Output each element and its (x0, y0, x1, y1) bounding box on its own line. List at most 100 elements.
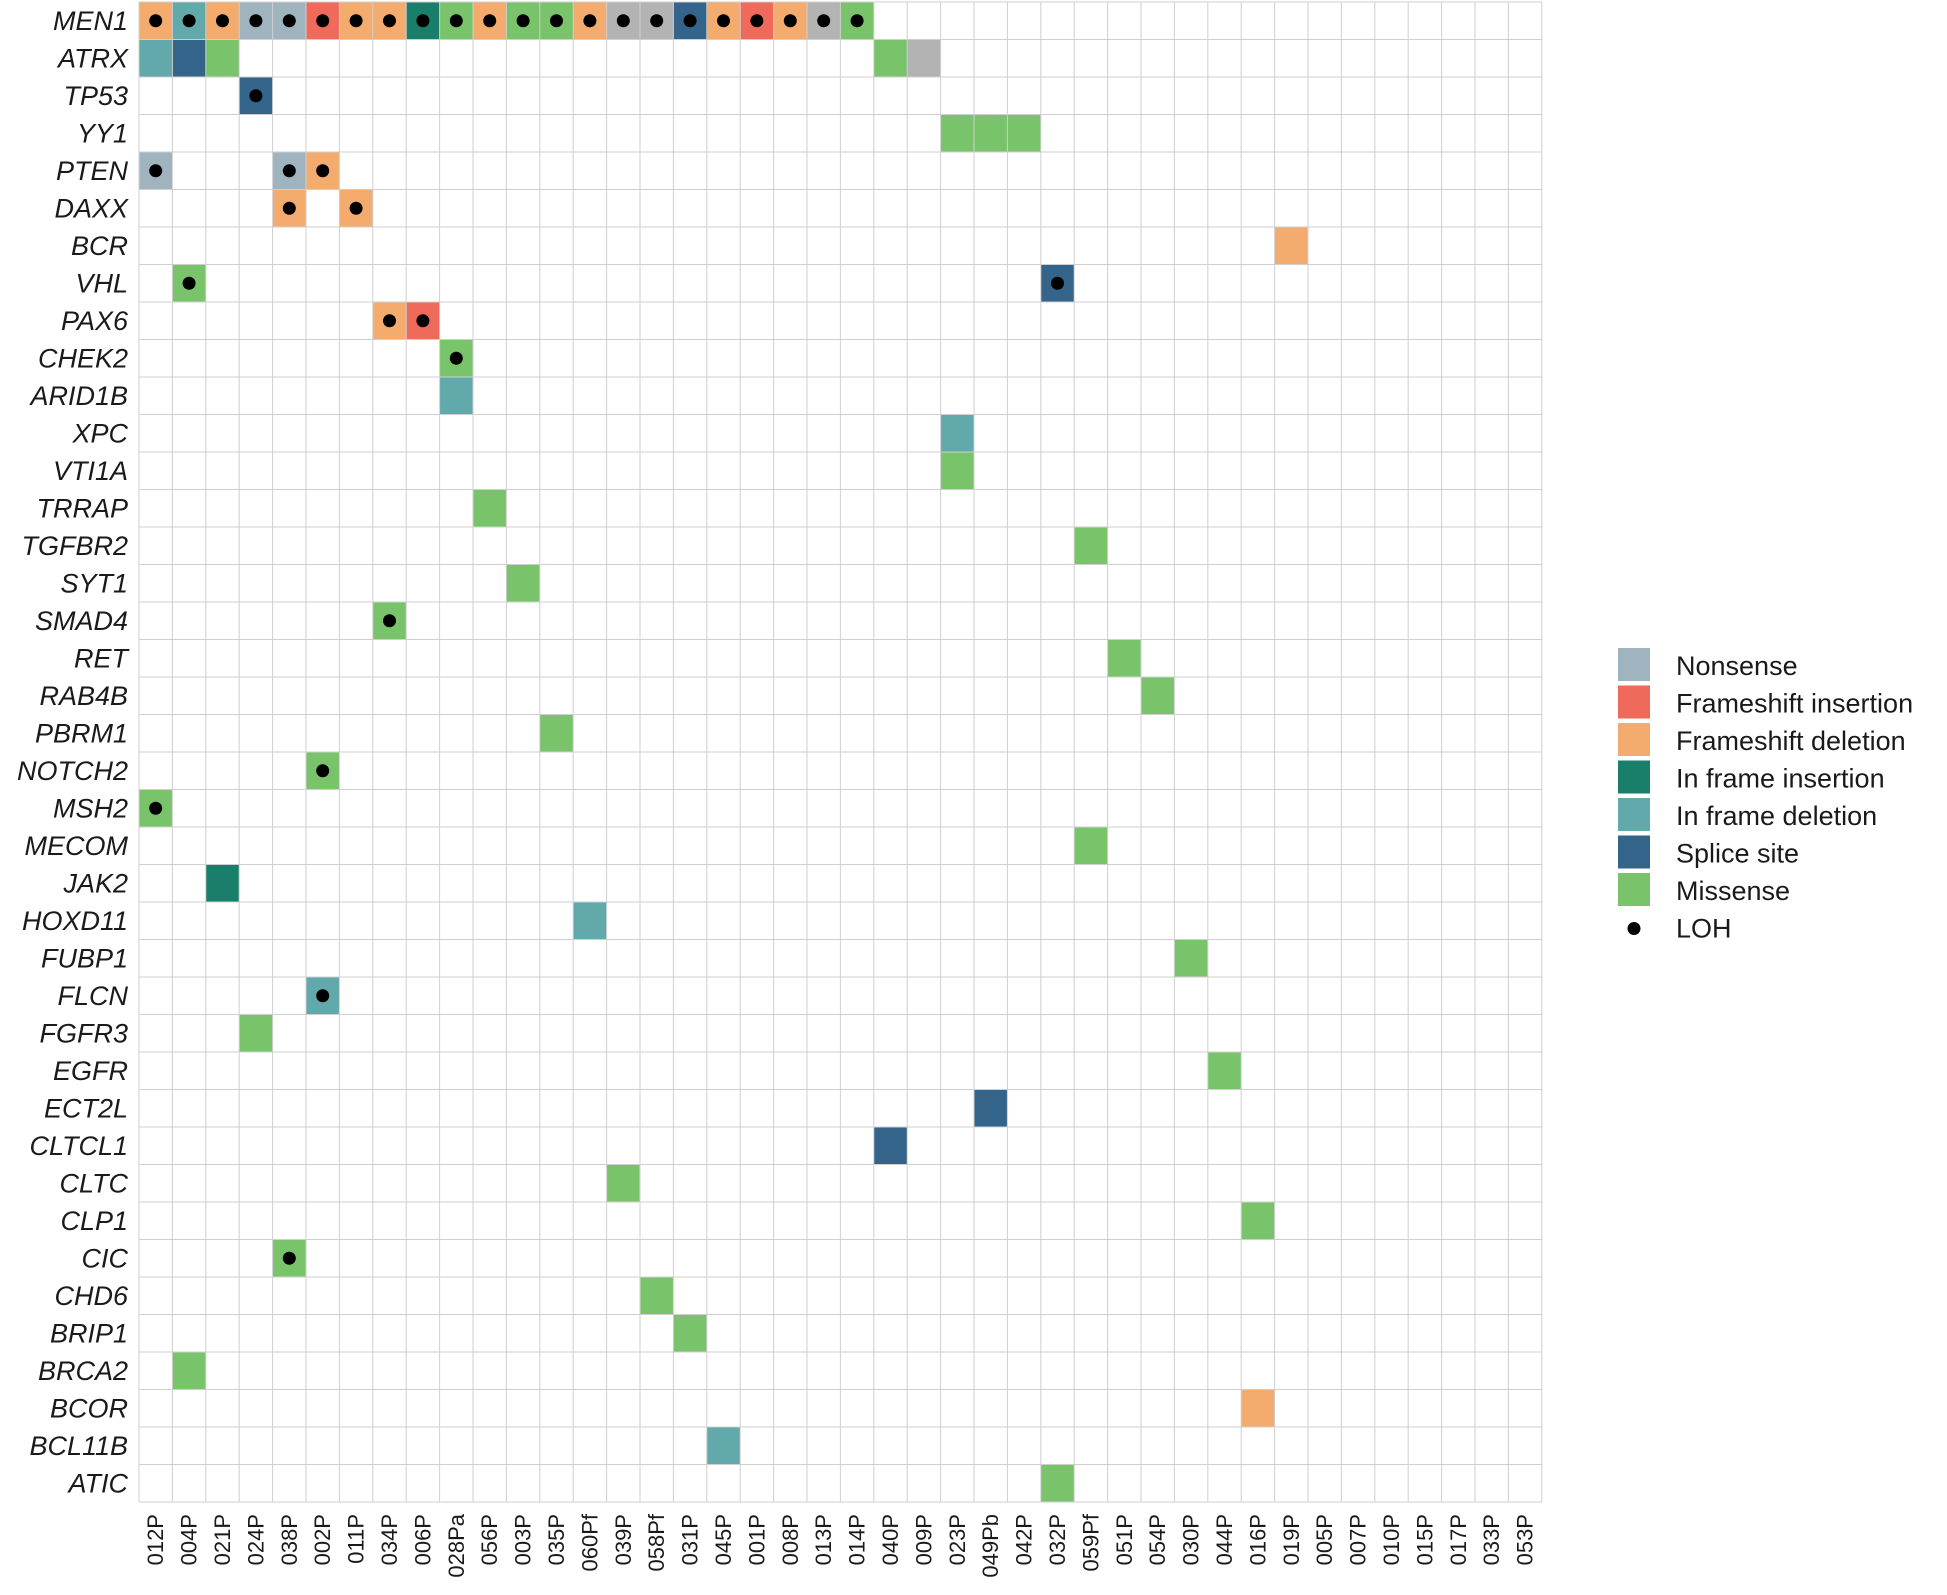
loh-dot-CHEK2-028Pa (449, 351, 463, 365)
sample-label-034P: 034P (377, 1514, 402, 1565)
gene-label-FUBP1: FUBP1 (41, 943, 128, 973)
loh-dot-NOTCH2-002P (316, 764, 330, 778)
grid-lines (138, 1, 1543, 1503)
sample-label-011P: 011P (344, 1514, 369, 1564)
loh-dot-PAX6-006P (416, 314, 430, 328)
sample-label-028Pa: 028Pa (444, 1513, 469, 1577)
loh-dot-DAXX-038P (282, 201, 296, 215)
mutation-cell-ATRX-009P (907, 39, 941, 77)
mutation-cell-VTI1A-023P (940, 452, 974, 490)
gene-label-RET: RET (74, 643, 131, 673)
loh-dot-MEN1-058Pf (650, 14, 664, 28)
sample-label-009P: 009P (911, 1514, 936, 1565)
gene-label-MSH2: MSH2 (53, 793, 128, 823)
sample-label-035P: 035P (544, 1514, 569, 1565)
sample-label-016P: 016P (1245, 1514, 1270, 1565)
sample-label-044P: 044P (1212, 1514, 1237, 1565)
mutation-cell-FGFR3-024P (239, 1014, 273, 1052)
legend-swatch-splice (1618, 835, 1650, 869)
gene-label-TRRAP: TRRAP (36, 493, 128, 523)
sample-label-059Pf: 059Pf (1078, 1513, 1103, 1571)
legend-label-if_del: In frame deletion (1676, 801, 1877, 831)
gene-label-BCOR: BCOR (50, 1393, 128, 1423)
loh-dot-FLCN-002P (316, 989, 330, 1003)
gene-label-PTEN: PTEN (56, 156, 129, 186)
legend-swatch-fs_ins (1618, 685, 1650, 719)
sample-label-039P: 039P (611, 1514, 636, 1565)
sample-label-017P: 017P (1446, 1514, 1471, 1565)
sample-label-024P: 024P (243, 1514, 268, 1565)
sample-label-014P: 014P (845, 1514, 870, 1565)
sample-label-002P: 002P (310, 1514, 335, 1565)
mutation-cell-YY1-049Pb (974, 114, 1008, 152)
loh-dot-MEN1-011P (349, 14, 363, 28)
loh-dot-MEN1-024P (249, 14, 263, 28)
loh-dot-MEN1-039P (616, 14, 630, 28)
mutation-cell-BCL11B-045P (706, 1427, 741, 1465)
gene-label-EGFR: EGFR (53, 1056, 128, 1086)
gene-label-CLP1: CLP1 (60, 1206, 128, 1236)
loh-dot-MEN1-008P (783, 14, 797, 28)
legend-label-fs_ins: Frameshift insertion (1676, 689, 1913, 719)
gene-label-FLCN: FLCN (57, 981, 128, 1011)
sample-label-013P: 013P (811, 1514, 836, 1565)
mutation-cell-CLTC-039P (606, 1164, 640, 1202)
sample-label-004P: 004P (177, 1514, 202, 1565)
sample-label-010P: 010P (1379, 1514, 1404, 1565)
gene-label-ECT2L: ECT2L (44, 1093, 128, 1123)
sample-label-033P: 033P (1479, 1514, 1504, 1565)
sample-label-006P: 006P (410, 1514, 435, 1565)
gene-label-CHD6: CHD6 (54, 1281, 128, 1311)
sample-label-056P: 056P (477, 1514, 502, 1565)
loh-dot-PAX6-034P (383, 314, 396, 328)
mutation-cell-CLP1-016P (1241, 1202, 1275, 1240)
gene-label-TGFBR2: TGFBR2 (21, 531, 128, 561)
legend-label-if_ins: In frame insertion (1676, 764, 1885, 794)
loh-dot-SMAD4-034P (383, 614, 396, 628)
loh-dot-MEN1-028Pa (449, 14, 463, 28)
sample-label-031P: 031P (678, 1514, 703, 1565)
sample-label-005P: 005P (1312, 1514, 1337, 1565)
gene-label-PBRM1: PBRM1 (35, 718, 128, 748)
gene-label-YY1: YY1 (77, 118, 128, 148)
legend-label-missense: Missense (1676, 876, 1790, 906)
legend-swatch-nonsense (1618, 648, 1650, 681)
gene-label-CLTC: CLTC (59, 1168, 128, 1198)
mutation-cell-SYT1-003P (506, 564, 540, 602)
gene-label-MEN1: MEN1 (53, 6, 128, 36)
sample-label-019P: 019P (1279, 1514, 1304, 1565)
gene-label-HOXD11: HOXD11 (22, 906, 128, 936)
mutation-cell-RAB4B-054P (1141, 677, 1175, 715)
gene-label-DAXX: DAXX (54, 193, 129, 223)
loh-dot-MEN1-014P (850, 14, 864, 28)
loh-dot-MEN1-004P (182, 14, 196, 28)
gene-label-VTI1A: VTI1A (53, 456, 128, 486)
gene-label-CLTCL1: CLTCL1 (29, 1131, 128, 1161)
mutation-cell-CLTCL1-040P (873, 1127, 908, 1165)
mutation-cell-BCOR-016P (1241, 1389, 1275, 1427)
loh-dot-VHL-004P (182, 276, 196, 290)
sample-label-001P: 001P (744, 1514, 769, 1565)
gene-label-BRIP1: BRIP1 (50, 1318, 128, 1348)
loh-dot-MEN1-035P (550, 14, 563, 28)
sample-label-008P: 008P (778, 1514, 803, 1565)
loh-dot-MEN1-038P (282, 14, 296, 28)
sample-label-012P: 012P (143, 1514, 168, 1565)
mutation-cell-BCR-019P (1274, 227, 1308, 265)
legend: Nonsense Frameshift insertion Frameshift d… (1618, 648, 1913, 944)
loh-dot-MEN1-045P (717, 14, 730, 28)
mutation-cell-HOXD11-060Pf (573, 902, 607, 940)
loh-dots (149, 14, 1064, 1265)
gene-label-BCL11B: BCL11B (29, 1431, 128, 1461)
sample-label-003P: 003P (511, 1514, 536, 1565)
gene-label-ATRX: ATRX (56, 43, 129, 73)
gene-label-NOTCH2: NOTCH2 (17, 756, 128, 786)
mutation-cell-TGFBR2-059Pf (1074, 527, 1108, 565)
mutation-cell-XPC-023P (940, 414, 974, 452)
mutation-cell-ARID1B-028Pa (439, 377, 473, 415)
loh-dot-MEN1-013P (817, 14, 831, 28)
sample-label-038P: 038P (277, 1514, 302, 1565)
sample-label-030P: 030P (1179, 1514, 1204, 1565)
legend-label-loh: LOH (1676, 914, 1732, 944)
